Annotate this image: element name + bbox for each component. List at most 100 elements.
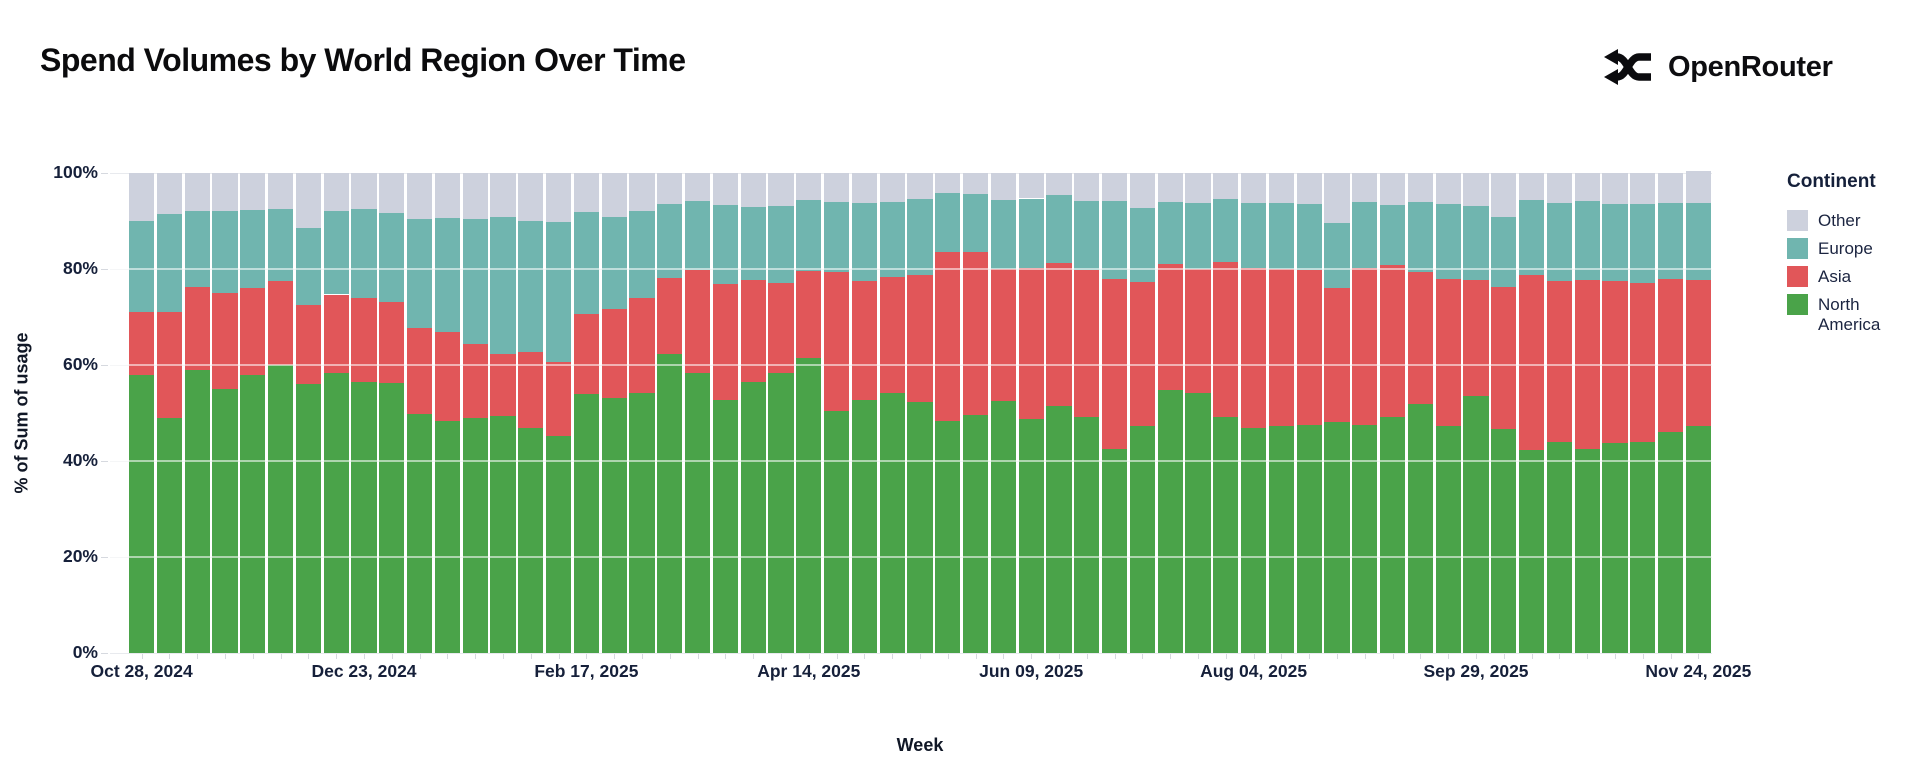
bar-segment[interactable]: [462, 344, 488, 419]
bar-segment[interactable]: [1491, 286, 1517, 429]
bar-segment[interactable]: [184, 369, 210, 653]
bar-segment[interactable]: [1268, 203, 1294, 269]
bar-segment[interactable]: [1685, 170, 1711, 203]
bar-segment[interactable]: [1074, 200, 1100, 270]
bar-segment[interactable]: [1602, 281, 1628, 444]
bar-segment[interactable]: [907, 173, 933, 199]
bar-segment[interactable]: [935, 252, 961, 422]
bar-segment[interactable]: [1213, 173, 1239, 199]
bar-segment[interactable]: [1658, 279, 1684, 433]
bar-segment[interactable]: [851, 202, 877, 281]
bar-segment[interactable]: [156, 173, 182, 214]
bar-segment[interactable]: [1380, 205, 1406, 266]
bar-segment[interactable]: [768, 205, 794, 284]
bar-segment[interactable]: [434, 421, 460, 653]
bar-segment[interactable]: [1157, 201, 1183, 265]
bar-segment[interactable]: [1574, 200, 1600, 280]
bar-segment[interactable]: [1352, 173, 1378, 202]
bar-segment[interactable]: [1324, 421, 1350, 653]
bar-segment[interactable]: [351, 209, 377, 299]
bar-segment[interactable]: [1324, 288, 1350, 422]
bar-segment[interactable]: [879, 393, 905, 653]
bar-segment[interactable]: [295, 227, 321, 305]
bar-segment[interactable]: [1241, 267, 1267, 429]
bar-segment[interactable]: [184, 211, 210, 287]
bar-segment[interactable]: [240, 374, 266, 653]
bar-segment[interactable]: [1157, 264, 1183, 390]
bar-segment[interactable]: [685, 200, 711, 270]
bar-segment[interactable]: [129, 221, 155, 313]
bar-segment[interactable]: [1129, 207, 1155, 282]
bar-segment[interactable]: [1602, 443, 1628, 653]
bar-segment[interactable]: [268, 281, 294, 365]
bar-segment[interactable]: [796, 358, 822, 653]
bar-segment[interactable]: [851, 173, 877, 203]
bar-segment[interactable]: [546, 173, 572, 222]
bar-segment[interactable]: [629, 210, 655, 299]
bar-segment[interactable]: [518, 173, 544, 221]
bar-segment[interactable]: [1352, 201, 1378, 268]
bar-segment[interactable]: [963, 252, 989, 415]
bar-segment[interactable]: [1380, 265, 1406, 417]
bar-segment[interactable]: [1574, 449, 1600, 653]
bar-segment[interactable]: [1185, 269, 1211, 394]
bar-segment[interactable]: [407, 327, 433, 415]
bar-segment[interactable]: [935, 421, 961, 653]
bar-segment[interactable]: [1157, 390, 1183, 653]
bar-segment[interactable]: [685, 173, 711, 201]
bar-segment[interactable]: [212, 293, 238, 389]
bar-segment[interactable]: [1435, 204, 1461, 280]
bar-segment[interactable]: [1296, 173, 1322, 205]
bar-segment[interactable]: [1630, 283, 1656, 443]
bar-segment[interactable]: [129, 173, 155, 221]
bar-segment[interactable]: [546, 436, 572, 653]
bar-segment[interactable]: [712, 284, 738, 400]
bar-segment[interactable]: [573, 314, 599, 394]
bar-segment[interactable]: [573, 173, 599, 213]
bar-segment[interactable]: [1129, 425, 1155, 653]
bar-segment[interactable]: [323, 373, 349, 653]
bar-segment[interactable]: [768, 173, 794, 206]
bar-segment[interactable]: [1435, 425, 1461, 653]
bar-segment[interactable]: [212, 211, 238, 293]
bar-segment[interactable]: [1630, 204, 1656, 284]
bar-segment[interactable]: [1435, 279, 1461, 426]
bar-segment[interactable]: [1074, 173, 1100, 201]
bar-segment[interactable]: [434, 332, 460, 422]
bar-segment[interactable]: [990, 268, 1016, 401]
bar-segment[interactable]: [712, 205, 738, 285]
bar-segment[interactable]: [434, 217, 460, 333]
bar-segment[interactable]: [990, 401, 1016, 653]
bar-segment[interactable]: [212, 389, 238, 653]
bar-segment[interactable]: [1630, 442, 1656, 653]
bar-segment[interactable]: [1018, 173, 1044, 199]
bar-segment[interactable]: [212, 173, 238, 212]
bar-segment[interactable]: [1213, 416, 1239, 653]
bar-segment[interactable]: [129, 312, 155, 375]
bar-segment[interactable]: [601, 398, 627, 653]
bar-segment[interactable]: [1046, 405, 1072, 653]
bar-segment[interactable]: [1380, 173, 1406, 206]
legend-item[interactable]: North America: [1787, 294, 1912, 334]
bar-segment[interactable]: [1157, 173, 1183, 202]
bar-segment[interactable]: [295, 384, 321, 653]
bar-segment[interactable]: [1268, 268, 1294, 426]
bar-segment[interactable]: [323, 210, 349, 295]
bar-segment[interactable]: [518, 427, 544, 653]
bar-segment[interactable]: [963, 194, 989, 253]
bar-segment[interactable]: [240, 210, 266, 289]
bar-segment[interactable]: [1685, 426, 1711, 653]
bar-segment[interactable]: [462, 418, 488, 653]
bar-segment[interactable]: [963, 173, 989, 195]
bar-segment[interactable]: [1102, 173, 1128, 201]
bar-segment[interactable]: [1602, 204, 1628, 281]
bar-segment[interactable]: [1241, 428, 1267, 653]
bar-segment[interactable]: [434, 173, 460, 218]
bar-segment[interactable]: [1268, 425, 1294, 653]
bar-segment[interactable]: [490, 353, 516, 416]
bar-segment[interactable]: [518, 351, 544, 428]
bar-segment[interactable]: [268, 173, 294, 209]
bar-segment[interactable]: [1685, 202, 1711, 280]
bar-segment[interactable]: [1129, 281, 1155, 426]
bar-segment[interactable]: [601, 173, 627, 217]
